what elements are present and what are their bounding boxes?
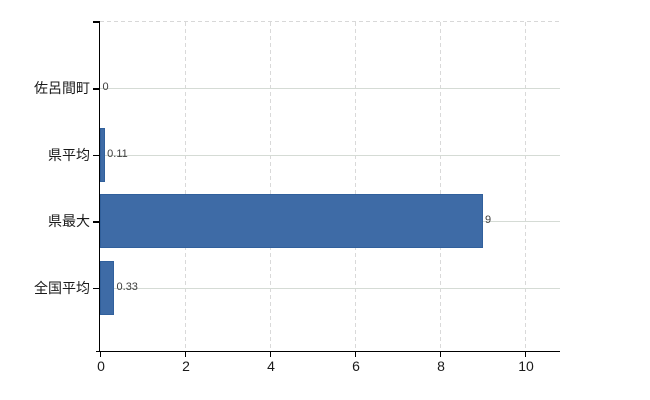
y-tick (93, 21, 99, 23)
y-tick (93, 88, 99, 90)
x-tick (525, 352, 526, 357)
bar-2 (100, 194, 483, 248)
x-tick (185, 352, 186, 357)
category-label: 県平均 (48, 146, 90, 163)
x-tick (355, 352, 356, 357)
y-gridline (100, 88, 560, 89)
x-gridline (185, 22, 186, 352)
x-gridline (270, 22, 271, 352)
x-tick (270, 352, 271, 357)
value-label: 0 (102, 81, 109, 93)
x-gridline (355, 22, 356, 352)
y-tick (93, 221, 99, 223)
y-tick (93, 154, 99, 156)
x-tick (100, 352, 101, 357)
value-label: 0.33 (116, 280, 138, 293)
x-tick-label: 8 (437, 358, 445, 374)
category-label: 佐呂間町 (34, 80, 90, 96)
y-tick (93, 287, 99, 289)
plot-top-border (100, 21, 560, 22)
x-axis-line (96, 350, 560, 352)
value-label: 9 (485, 214, 492, 226)
y-axis-line (98, 21, 100, 352)
category-label: 県最大 (48, 213, 90, 229)
x-tick-label: 0 (97, 358, 105, 374)
x-gridline (440, 22, 441, 352)
x-gridline (525, 22, 526, 352)
y-gridline (100, 287, 560, 289)
bar-3 (100, 260, 115, 315)
x-tick-label: 2 (182, 358, 190, 374)
bar-1 (100, 127, 105, 182)
x-tick (440, 352, 441, 357)
x-tick-label: 4 (267, 358, 275, 374)
x-tick-label: 10 (518, 358, 534, 374)
x-tick-label: 6 (352, 358, 360, 374)
value-label: 0.11 (107, 147, 128, 160)
y-gridline (100, 154, 560, 156)
category-label: 全国平均 (34, 279, 90, 296)
